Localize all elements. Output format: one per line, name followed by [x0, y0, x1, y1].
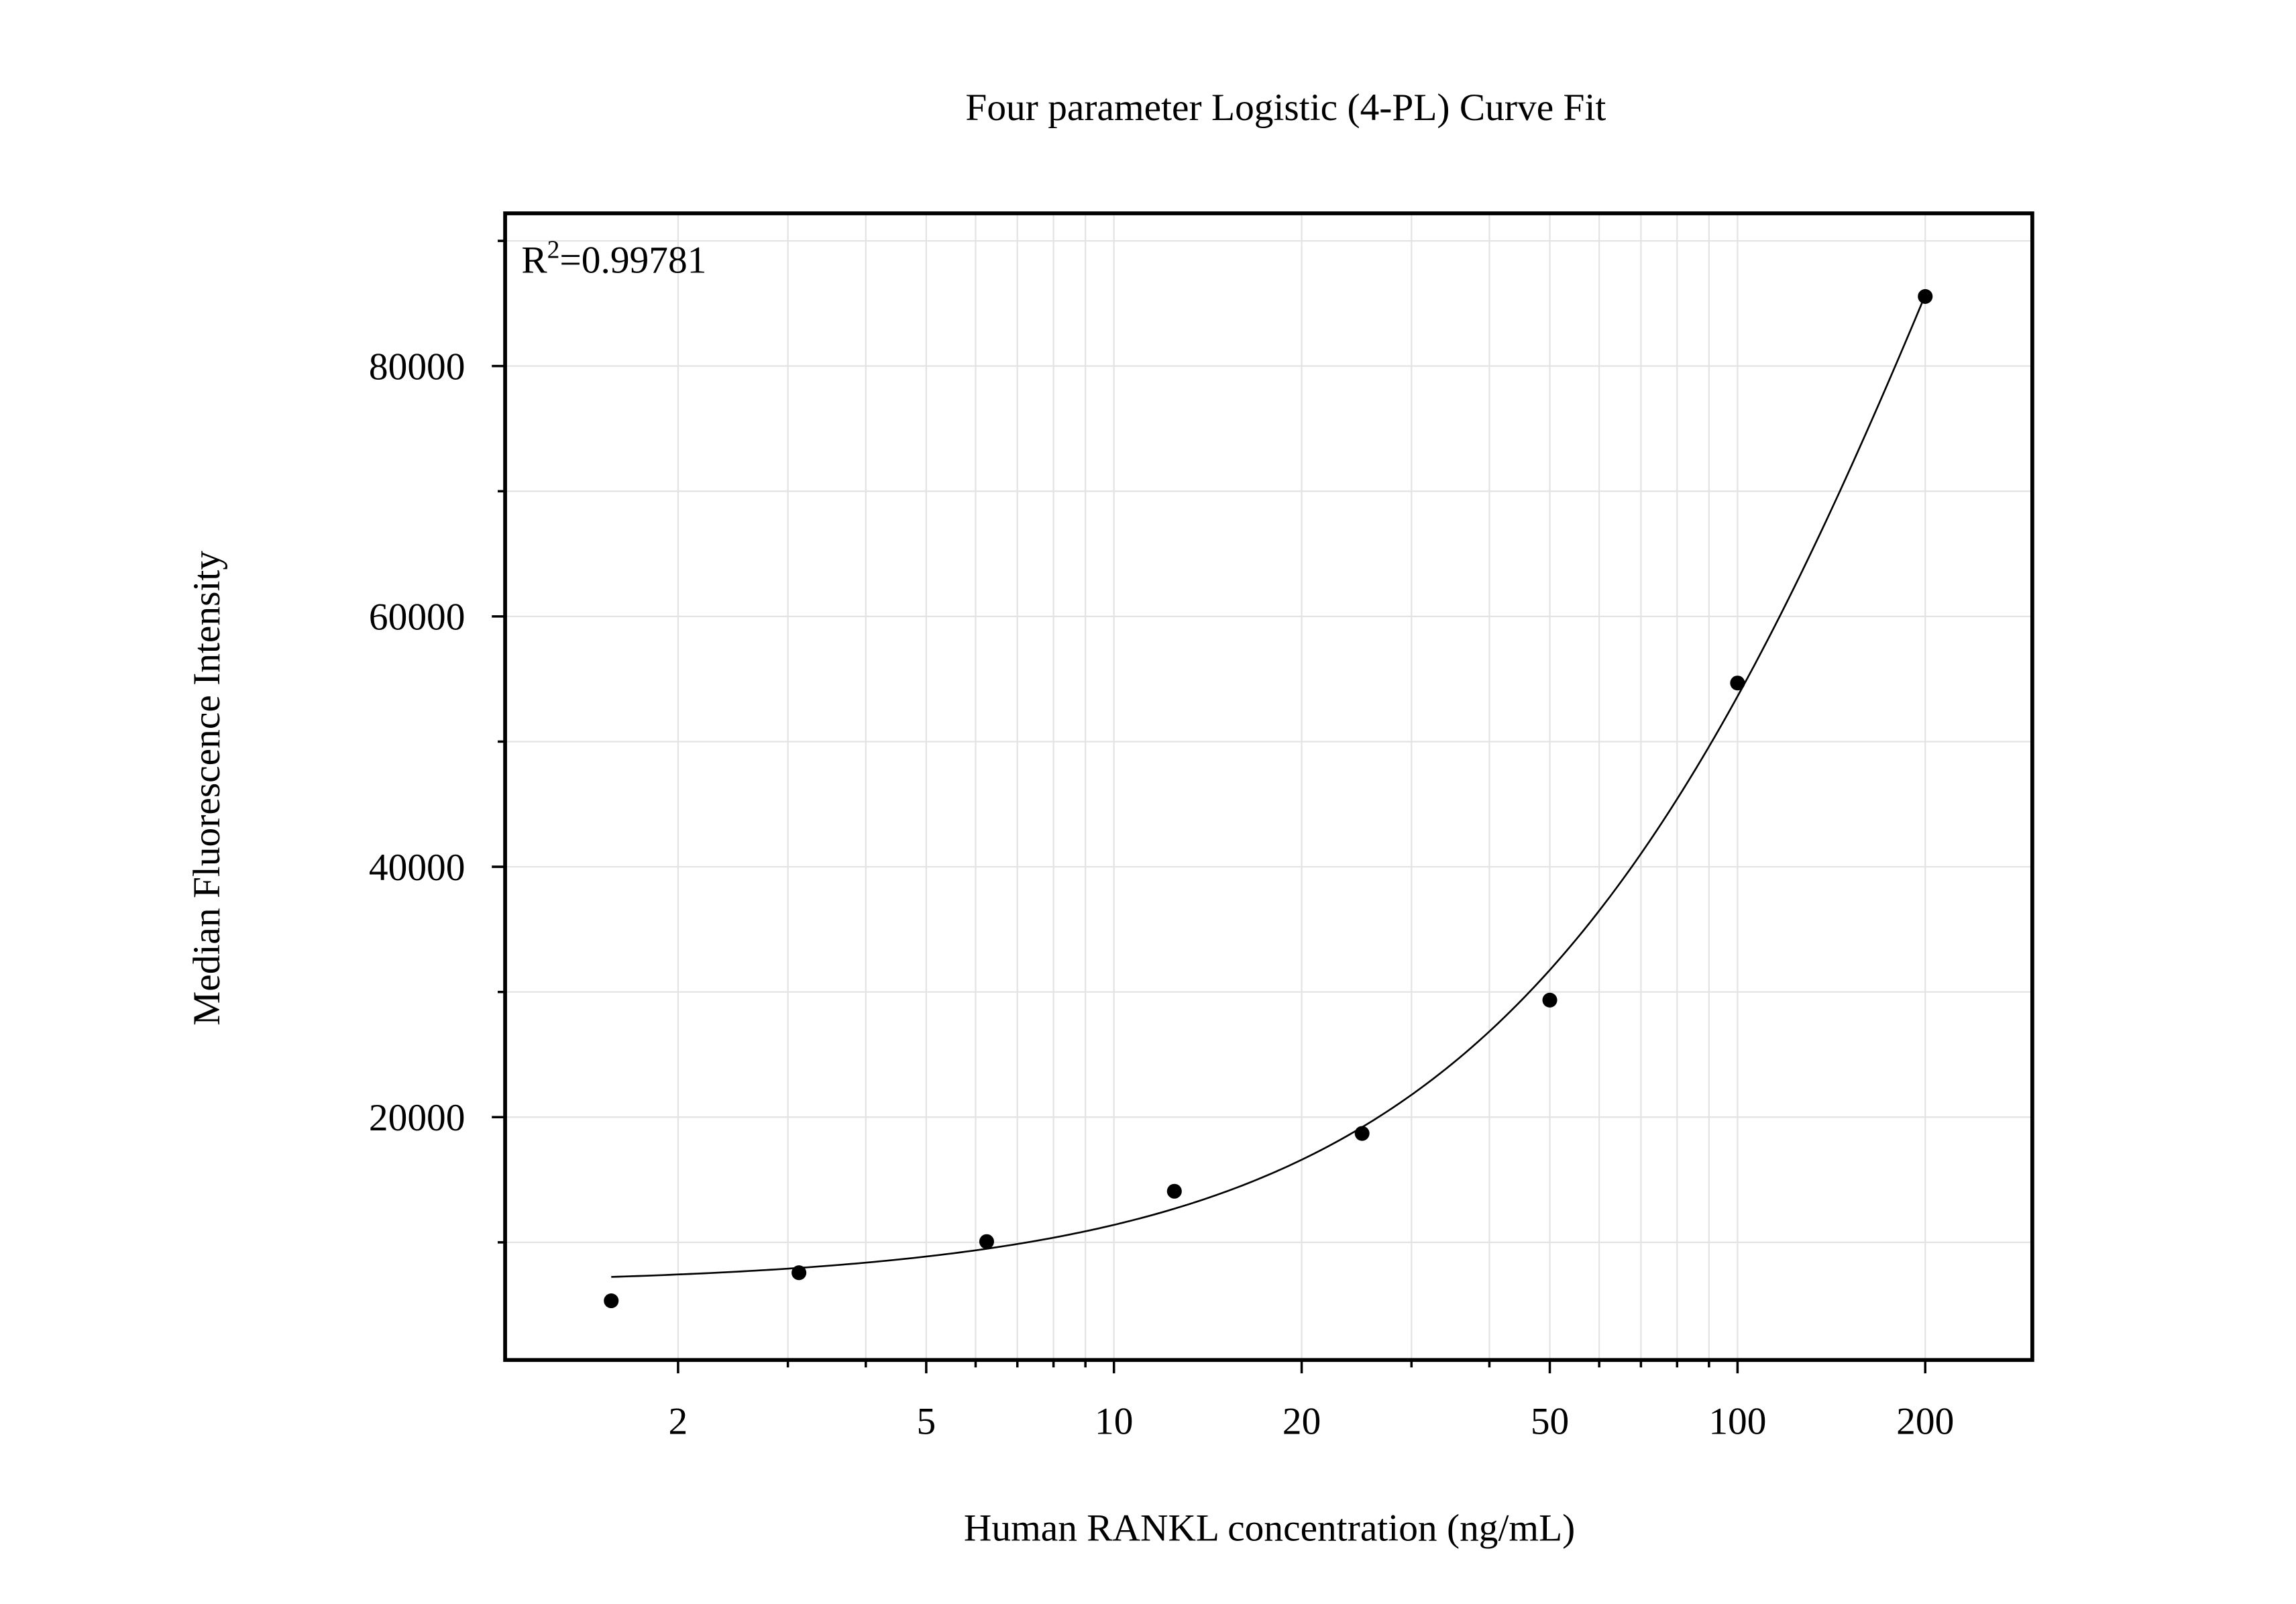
y-axis-label: Median Fluorescence Intensity: [186, 551, 228, 1026]
data-point: [979, 1234, 995, 1249]
data-point: [1542, 992, 1557, 1008]
x-tick-label: 20: [1282, 1401, 1321, 1443]
data-point: [1918, 288, 1933, 304]
x-tick-label: 50: [1531, 1401, 1569, 1443]
data-point: [1354, 1126, 1370, 1141]
x-tick-label: 10: [1095, 1401, 1133, 1443]
x-axis-label: Human RANKL concentration (ng/mL): [964, 1507, 1575, 1550]
plot-frame: [503, 211, 2034, 1362]
fit-curve: [611, 295, 1926, 1278]
x-tick-label: 2: [669, 1401, 688, 1443]
axis-ticks: 2 5 10 20 50 100 200 20000 40000 60000 80000: [369, 239, 1954, 1443]
x-tick-label: 200: [1896, 1401, 1954, 1443]
grid: [505, 213, 2032, 1360]
x-tick-label: 100: [1708, 1401, 1766, 1443]
y-tick-label: 20000: [369, 1097, 466, 1139]
x-tick-label: 5: [917, 1401, 936, 1443]
y-tick-label: 40000: [369, 847, 466, 889]
data-points: [604, 288, 1933, 1309]
y-tick-label: 80000: [369, 346, 466, 388]
chart-title: Four parameter Logistic (4-PL) Curve Fit: [965, 87, 1606, 129]
fit-curve-group: [611, 295, 1926, 1278]
r-squared-annotation: R2=0.99781: [521, 236, 706, 281]
data-point: [604, 1293, 619, 1309]
data-point: [791, 1265, 807, 1281]
y-tick-label: 60000: [369, 596, 466, 639]
data-point: [1730, 676, 1745, 691]
data-point: [1166, 1183, 1182, 1199]
